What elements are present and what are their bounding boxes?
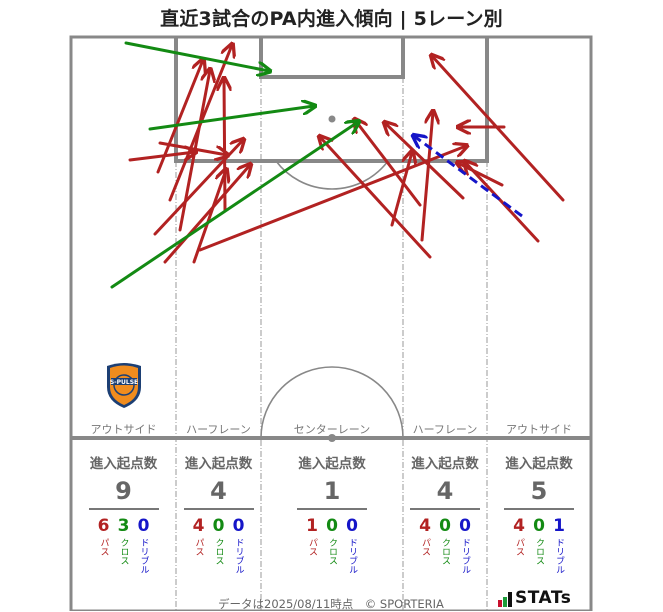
pass-arrow (432, 56, 565, 202)
cross-label: クロス (327, 537, 337, 565)
pass-label: パス (193, 537, 204, 556)
lane-stats-center: 進入起点数 1 1 パス 0 クロス 0 ドリブル (261, 452, 403, 574)
entry-count: 9 (115, 477, 132, 505)
pass-arrow (158, 141, 227, 155)
team-logo-text: S-PULSE (110, 379, 138, 386)
pass-arrow (198, 146, 466, 252)
stats-brand-logo: STATs (498, 590, 571, 607)
pass-count: 1 (306, 515, 318, 536)
pass-arrow (192, 170, 226, 264)
pass-arrow (420, 112, 433, 242)
pass-count: 4 (419, 515, 431, 536)
divider (183, 508, 254, 510)
dribble-label: ドリブル (138, 537, 149, 574)
type-breakdown: 4 パス 0 クロス 0 ドリブル (403, 516, 487, 574)
type-breakdown: 6 パス 3 クロス 0 ドリブル (71, 516, 176, 574)
dribble-count: 1 (553, 515, 565, 536)
pass-arrow (385, 123, 465, 200)
cross-count: 0 (326, 515, 338, 536)
dribble-count: 0 (137, 515, 150, 536)
type-breakdown: 4 パス 0 クロス 0 ドリブル (176, 516, 261, 574)
team-logo: S-PULSE (104, 361, 144, 409)
dribble-arrow (414, 136, 523, 218)
type-breakdown: 1 パス 0 クロス 0 ドリブル (261, 516, 403, 574)
lane-label-halfspace-right: ハーフレーン (412, 423, 478, 436)
pass-count: 4 (513, 515, 525, 536)
penalty-spot (328, 115, 336, 123)
lane-label-outside-left: アウトサイド (90, 423, 157, 436)
cross-arrow (124, 41, 269, 71)
lane-label-center: センターレーン (293, 423, 371, 436)
pass-label: パス (514, 537, 524, 556)
pass-arrow (128, 152, 195, 162)
pass-arrow (390, 152, 412, 227)
cross-label: クロス (213, 537, 224, 565)
entry-count: 4 (436, 477, 454, 505)
divider (88, 508, 159, 510)
pass-arrow (465, 162, 540, 243)
cross-count: 0 (212, 515, 225, 536)
pass-label: パス (420, 537, 430, 556)
dribble-count: 0 (232, 515, 245, 536)
dribble-label: ドリブル (460, 537, 470, 574)
divider (504, 508, 574, 510)
pass-arrow (163, 165, 250, 264)
dribble-label: ドリブル (233, 537, 244, 574)
divider (410, 508, 480, 510)
pass-arrow (153, 140, 243, 236)
pass-arrow (355, 120, 422, 207)
cross-label: クロス (534, 537, 544, 565)
dribble-label: ドリブル (554, 537, 564, 574)
stat-header: 進入起点数 (184, 456, 253, 472)
bar-chart-icon (498, 592, 512, 607)
dribble-count: 0 (459, 515, 471, 536)
brand-text: STATs (515, 588, 572, 608)
stat-header: 進入起点数 (89, 456, 158, 472)
entry-count: 1 (323, 477, 341, 505)
entry-count: 5 (530, 477, 548, 505)
lane-stats-outside-right: 進入起点数 5 4 パス 0 クロス 1 ドリブル (487, 452, 591, 574)
stat-header: 進入起点数 (298, 456, 366, 472)
cross-arrows (110, 41, 358, 289)
cross-count: 0 (533, 515, 545, 536)
lane-dividers (175, 77, 488, 611)
entry-count: 4 (210, 477, 227, 505)
lane-stats-halfspace-left: 進入起点数 4 4 パス 0 クロス 0 ドリブル (176, 452, 261, 574)
pass-count: 6 (97, 515, 110, 536)
lane-stats-halfspace-right: 進入起点数 4 4 パス 0 クロス 0 ドリブル (403, 452, 487, 574)
pass-arrow (224, 79, 225, 212)
divider (297, 508, 367, 510)
cross-label: クロス (118, 537, 129, 565)
cross-arrow (110, 122, 358, 289)
stat-header: 進入起点数 (505, 456, 573, 472)
page-title: 直近3試合のPA内進入傾向 | 5レーン別 (160, 8, 503, 30)
dribble-label: ドリブル (347, 537, 357, 574)
cross-arrow (148, 106, 314, 131)
cross-count: 3 (117, 515, 130, 536)
cross-count: 0 (439, 515, 451, 536)
lane-label-outside-right: アウトサイド (506, 423, 572, 436)
pass-arrow (320, 137, 432, 259)
lane-label-halfspace-left: ハーフレーン (186, 423, 251, 436)
cross-label: クロス (440, 537, 450, 565)
data-credit: データは2025/08/11時点 © SPORTERIA (218, 597, 444, 611)
dribble-count: 0 (346, 515, 358, 536)
type-breakdown: 4 パス 0 クロス 1 ドリブル (487, 516, 591, 574)
dribble-arrows (414, 136, 523, 218)
pass-arrow (156, 60, 203, 174)
center-spot (328, 434, 336, 442)
lane-stats-outside-left: 進入起点数 9 6 パス 3 クロス 0 ドリブル (71, 452, 176, 574)
pass-label: パス (307, 537, 317, 556)
stat-header: 進入起点数 (411, 456, 479, 472)
pass-count: 4 (192, 515, 205, 536)
pass-label: パス (98, 537, 109, 556)
